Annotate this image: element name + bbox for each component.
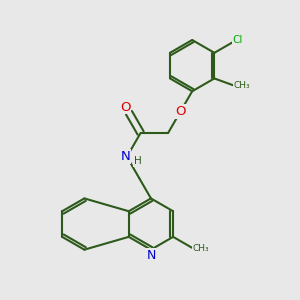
Text: H: H bbox=[134, 156, 142, 167]
Text: O: O bbox=[120, 100, 130, 114]
Text: O: O bbox=[175, 105, 186, 118]
Text: N: N bbox=[120, 150, 130, 163]
Text: CH₃: CH₃ bbox=[193, 244, 209, 253]
Text: Cl: Cl bbox=[233, 35, 243, 45]
Text: N: N bbox=[146, 249, 156, 262]
Text: CH₃: CH₃ bbox=[233, 81, 250, 90]
